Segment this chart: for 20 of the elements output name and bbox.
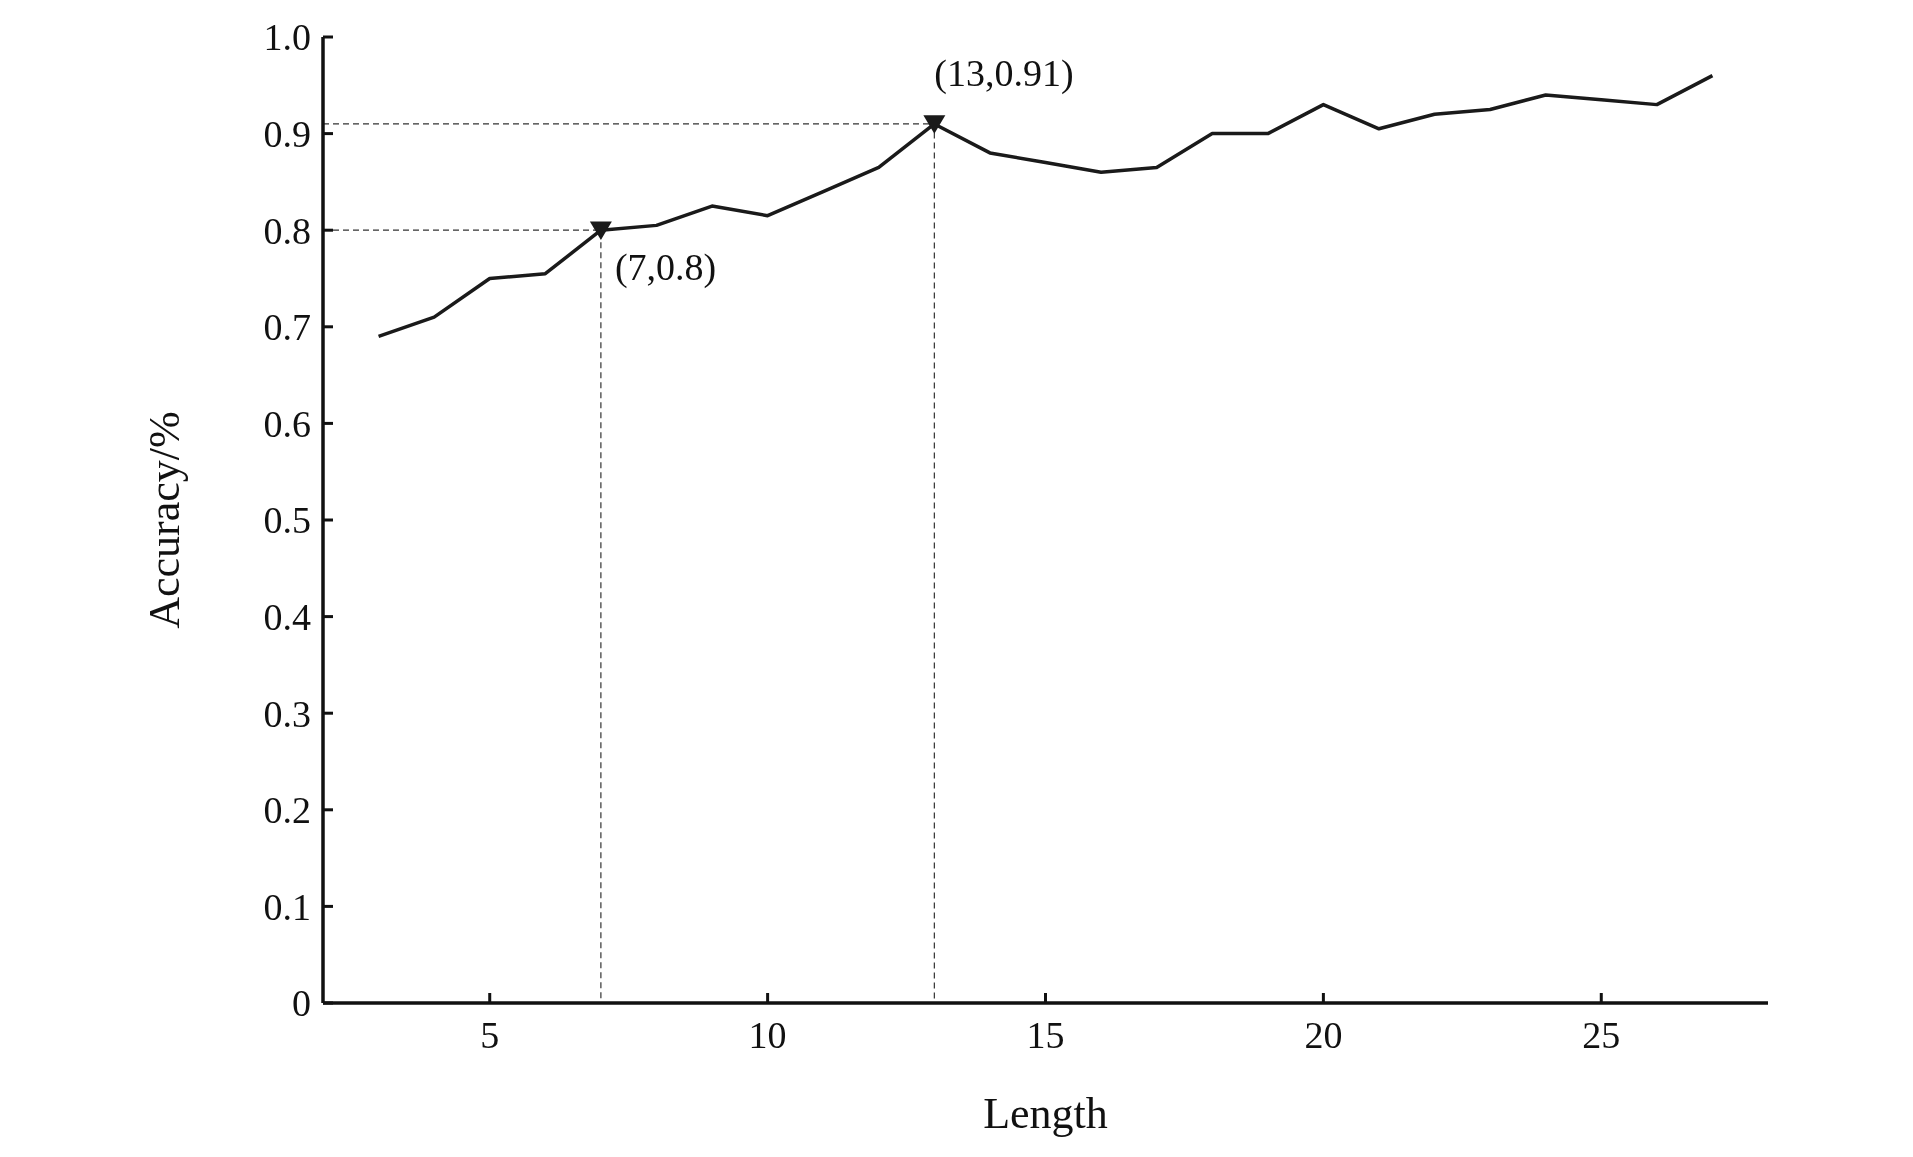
x-axis-title: Length	[983, 1089, 1108, 1138]
annotation: (7,0.8)	[614, 246, 717, 290]
x-tick-label: 25	[1582, 1013, 1621, 1056]
y-tick-label: 0.2	[263, 789, 311, 832]
y-tick-label: 0.4	[263, 596, 311, 639]
y-axis-title: Accuracy/%	[139, 411, 189, 629]
y-tick-label: 0.9	[263, 113, 311, 156]
y-tick-label: 0.3	[263, 692, 311, 735]
y-tick-label: 1.0	[263, 16, 311, 59]
x-tick-label: 10	[748, 1013, 787, 1056]
y-tick-label: 0.6	[263, 402, 311, 445]
y-tick-label: 0.8	[263, 209, 311, 252]
annotation: (13,0.91)	[934, 51, 1074, 95]
x-tick-label: 20	[1304, 1013, 1343, 1056]
x-tick-label: 15	[1026, 1013, 1065, 1056]
x-tick-label: 5	[480, 1013, 500, 1056]
y-tick-label: 0	[292, 982, 311, 1025]
y-tick-label: 0.5	[263, 499, 311, 542]
y-tick-label: 0.7	[263, 306, 311, 349]
y-tick-label: 0.1	[263, 885, 311, 928]
